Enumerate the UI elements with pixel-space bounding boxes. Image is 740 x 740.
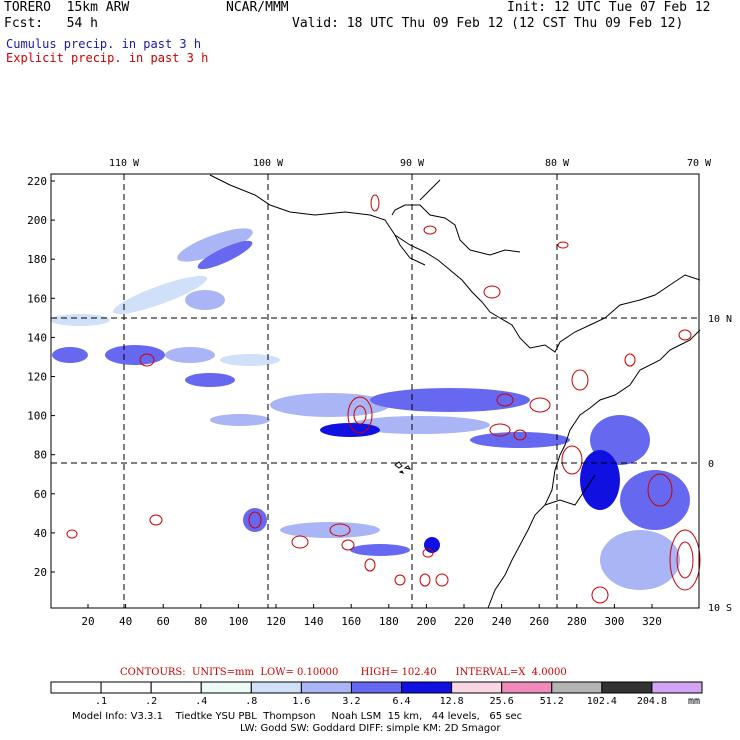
colorbar-swatch	[200, 681, 252, 694]
colorbar-swatch	[601, 681, 653, 694]
longitude-label: 100 W	[253, 158, 284, 169]
x-tick-label: 160	[341, 615, 361, 628]
x-tick-label: 120	[266, 615, 286, 628]
y-tick-label: 160	[27, 292, 47, 305]
x-tick-label: 200	[416, 615, 436, 628]
lat-lon-grid	[51, 174, 699, 608]
x-tick-label: 100	[228, 615, 248, 628]
cumulus-precip-shading	[50, 228, 690, 590]
x-tick-label: 280	[567, 615, 587, 628]
colorbar-label: .2	[145, 696, 158, 707]
y-tick-label: 100	[27, 410, 47, 423]
colorbar-swatch	[150, 681, 202, 694]
model-info-line-2: LW: Godd SW: Goddard DIFF: simple KM: 2D…	[240, 723, 501, 734]
explicit-legend: Explicit precip. in past 3 h	[6, 51, 209, 65]
colorbar-labels: .1 .2 .4 .8 1.6 3.2 6.4 12.8 25.6 51.2 102.4 204.8 m…	[0, 696, 740, 710]
colorbar-label: .8	[245, 696, 258, 707]
x-tick-label: 240	[492, 615, 512, 628]
map-frame	[50, 173, 700, 609]
header-line-2: Fcst: 54 h Valid: 18 UTC Thu 09 Feb 12 (1…	[4, 16, 683, 31]
longitude-label: 110 W	[109, 158, 140, 169]
header-line-1: TORERO 15km ARW NCAR/MMM Init: 12 UTC Tue …	[4, 0, 711, 15]
colorbar-label: .4	[195, 696, 208, 707]
colorbar-swatch	[451, 681, 503, 694]
colorbar-swatch	[401, 681, 453, 694]
x-tick-label: 260	[529, 615, 549, 628]
model-name: TORERO 15km ARW	[4, 0, 130, 15]
y-tick-label: 180	[27, 253, 47, 266]
axis-ticks	[51, 180, 653, 608]
y-tick-label: 20	[34, 566, 47, 579]
colorbar-label: 6.4	[392, 696, 411, 707]
colorbar-swatch	[100, 681, 152, 694]
contour-info: CONTOURS: UNITS=mm LOW= 0.10000 HIGH= 10…	[120, 667, 567, 678]
y-tick-label: 80	[34, 449, 47, 462]
longitude-labels: 110 W 100 W 90 W 80 W 70 W	[109, 158, 712, 169]
colorbar-swatch	[651, 681, 703, 694]
colorbar-swatch	[501, 681, 553, 694]
colorbar-swatch	[300, 681, 352, 694]
latitude-label: 10 N	[708, 314, 732, 325]
x-tick-label: 220	[454, 615, 474, 628]
y-tick-label: 60	[34, 488, 47, 501]
coastlines	[209, 174, 701, 609]
latitude-labels: 10 N 0 10 S	[708, 314, 732, 614]
x-tick-label: 300	[604, 615, 624, 628]
init-time: Init: 12 UTC Tue 07 Feb 12	[507, 0, 711, 15]
x-tick-label: 80	[194, 615, 207, 628]
x-tick-label: 40	[119, 615, 132, 628]
org-name: NCAR/MMM	[226, 0, 289, 15]
x-tick-label: 20	[81, 615, 94, 628]
y-axis-labels: 220 200 180 160 140 120 100 80 60 40 20	[27, 175, 47, 579]
latitude-label: 0	[708, 459, 714, 470]
y-tick-label: 200	[27, 214, 47, 227]
colorbar-label: 1.6	[292, 696, 311, 707]
longitude-label: 90 W	[400, 158, 425, 169]
colorbar	[50, 681, 703, 694]
forecast-hour: Fcst: 54 h	[4, 16, 98, 31]
latitude-label: 10 S	[708, 603, 732, 614]
x-tick-label: 60	[157, 615, 170, 628]
colorbar-swatch	[350, 681, 403, 694]
longitude-label: 70 W	[687, 158, 712, 169]
x-tick-label: 180	[379, 615, 399, 628]
y-tick-label: 220	[27, 175, 47, 188]
colorbar-label: 25.6	[489, 696, 514, 707]
colorbar-label: .1	[95, 696, 108, 707]
colorbar-swatch	[551, 681, 603, 694]
colorbar-label: mm	[687, 696, 701, 707]
x-tick-label: 320	[642, 615, 662, 628]
colorbar-label: 3.2	[342, 696, 361, 707]
colorbar-swatch	[250, 681, 302, 694]
colorbar-label: 204.8	[636, 696, 667, 707]
model-info-line-1: Model Info: V3.3.1 Tiedtke YSU PBL Thomp…	[72, 711, 523, 722]
colorbar-swatch	[50, 681, 102, 694]
valid-time: Valid: 18 UTC Thu 09 Feb 12 (12 CST Thu …	[292, 16, 684, 31]
y-tick-label: 40	[34, 527, 47, 540]
explicit-precip-contours	[66, 194, 701, 604]
colorbar-label: 12.8	[439, 696, 464, 707]
longitude-label: 80 W	[545, 158, 570, 169]
x-tick-label: 140	[304, 615, 324, 628]
colorbar-label: 51.2	[539, 696, 564, 707]
colorbar-label: 102.4	[586, 696, 617, 707]
y-tick-label: 120	[27, 371, 47, 384]
x-axis-labels: 20 40 60 80 100 120 140 160 180 200 220 240 260 280 30…	[81, 615, 662, 628]
cumulus-legend: Cumulus precip. in past 3 h	[6, 37, 202, 51]
y-tick-label: 140	[27, 331, 47, 344]
